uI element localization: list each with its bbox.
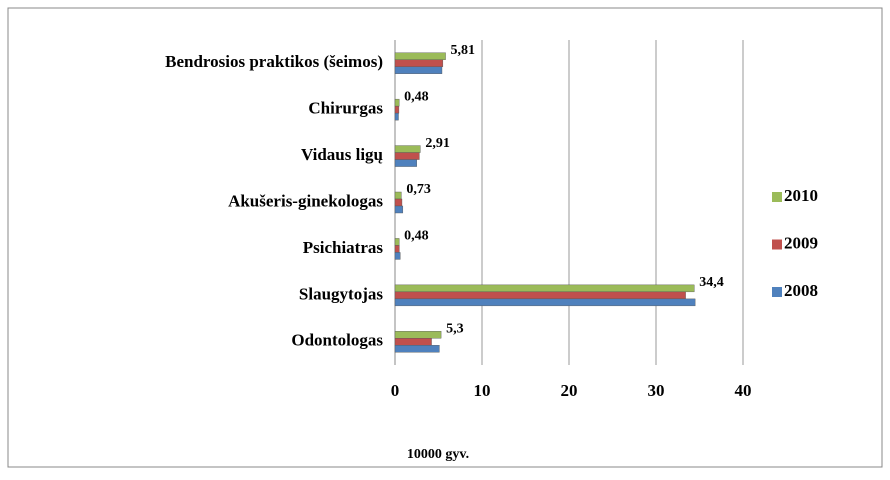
- bar: [394, 284, 695, 293]
- bar: [394, 66, 443, 74]
- data-label: 5,81: [451, 43, 476, 58]
- x-tick-label: 40: [735, 381, 752, 400]
- y-tick-label: Chirurgas: [308, 99, 383, 118]
- bar: [394, 98, 400, 107]
- y-tick-label: Odontologas: [291, 331, 383, 350]
- x-tick-label: 20: [561, 381, 578, 400]
- data-label: 5,3: [446, 322, 464, 337]
- legend-swatch: [772, 287, 782, 297]
- bar: [394, 252, 401, 260]
- bar: [394, 298, 696, 307]
- y-tick-label: Psichiatras: [303, 238, 384, 257]
- bar: [394, 152, 420, 160]
- data-label: 34,4: [699, 275, 724, 290]
- chart-border: [7, 7, 883, 468]
- bar: [394, 112, 399, 121]
- x-tick-label: 0: [391, 381, 400, 400]
- bar: [394, 159, 417, 167]
- legend-label: 2010: [784, 186, 818, 205]
- bar: [394, 205, 404, 214]
- bar: [394, 52, 446, 60]
- y-tick-label: Vidaus ligų: [301, 145, 383, 164]
- bar: [394, 338, 432, 346]
- bar: [394, 345, 440, 353]
- legend-label: 2009: [784, 233, 818, 252]
- bar: [394, 245, 400, 253]
- data-label: 0,73: [406, 182, 431, 197]
- x-tick-label: 30: [648, 381, 665, 400]
- y-tick-label: Slaugytojas: [299, 284, 383, 303]
- y-tick-label: Bendrosios praktikos (šeimos): [165, 52, 383, 71]
- bar: [394, 191, 402, 200]
- bar: [394, 145, 421, 153]
- bar: [394, 291, 686, 300]
- bar: [394, 238, 400, 246]
- legend-label: 2008: [784, 281, 818, 300]
- x-tick-label: 10: [474, 381, 491, 400]
- legend-swatch: [772, 192, 782, 202]
- bar: [394, 105, 400, 114]
- legend-swatch: [772, 239, 782, 250]
- x-axis-label: 10000 gyv.: [407, 447, 469, 462]
- data-label: 0,48: [404, 229, 429, 244]
- data-label: 0,48: [404, 89, 429, 104]
- bar: [394, 59, 444, 67]
- bar: [394, 331, 442, 339]
- bar: [394, 198, 403, 207]
- data-label: 2,91: [425, 136, 450, 151]
- y-tick-label: Akušeris-ginekologas: [228, 191, 383, 210]
